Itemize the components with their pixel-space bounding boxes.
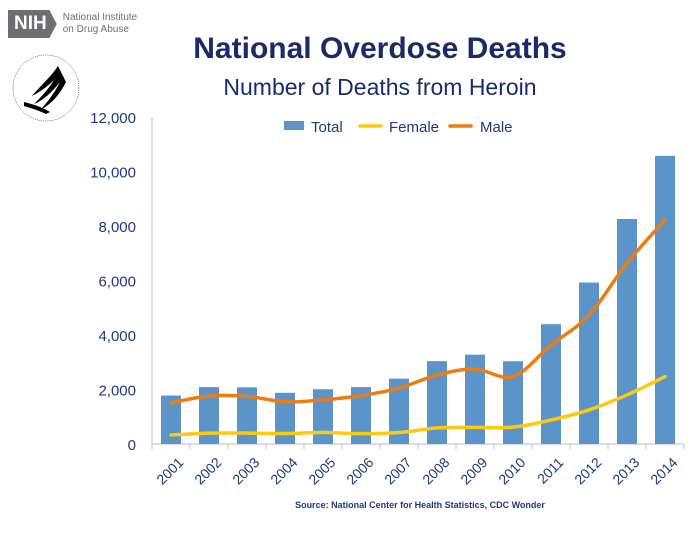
bar-total-2009 [465, 354, 485, 444]
x-tick-label: 2010 [495, 454, 528, 487]
nih-line2: on Drug Abuse [62, 24, 129, 35]
chart-title: National Overdose Deaths [193, 32, 567, 65]
x-tick-label: 2002 [191, 454, 224, 487]
y-tick-label: 4,000 [98, 328, 136, 345]
chart-subtitle: Number of Deaths from Heroin [223, 74, 537, 100]
legend-female-label: Female [389, 119, 439, 136]
y-tick-label: 12,000 [90, 110, 136, 127]
bar-total-2007 [389, 378, 409, 444]
nih-logo: NIH National Institute on Drug Abuse [8, 10, 137, 38]
y-tick-label: 8,000 [98, 219, 136, 236]
x-tick-label: 2013 [609, 454, 642, 487]
x-tick-label: 2001 [153, 454, 186, 487]
y-tick-label: 10,000 [90, 165, 136, 182]
bar-total-2006 [351, 387, 371, 444]
nih-badge: NIH [8, 10, 57, 38]
bar-total-2002 [199, 387, 219, 444]
legend-male-label: Male [480, 119, 513, 136]
x-tick-label: 2014 [647, 454, 680, 487]
nih-institute-name: National Institute on Drug Abuse [63, 12, 138, 36]
hhs-seal-icon [12, 54, 80, 122]
bar-total-2001 [161, 395, 181, 444]
bar-total-2008 [427, 361, 447, 444]
x-tick-label: 2012 [571, 454, 604, 487]
bar-total-2012 [579, 282, 599, 444]
bar-total-2004 [275, 392, 295, 444]
bar-total-2003 [237, 387, 257, 444]
x-tick-label: 2009 [457, 454, 490, 487]
x-tick-label: 2003 [229, 454, 262, 487]
bar-total-2011 [541, 324, 561, 444]
x-tick-label: 2011 [534, 454, 567, 487]
y-tick-label: 2,000 [98, 383, 136, 400]
x-tick-label: 2007 [381, 454, 414, 487]
source-note: Source: National Center for Health Stati… [295, 500, 545, 510]
legend-total-swatch [284, 121, 304, 130]
bar-total-2005 [313, 389, 333, 444]
bar-total-2014 [655, 155, 675, 444]
x-tick-label: 2008 [419, 454, 452, 487]
x-tick-label: 2004 [267, 454, 300, 487]
y-tick-label: 6,000 [98, 274, 136, 291]
bar-total-2013 [617, 218, 637, 444]
nih-line1: National Institute [62, 12, 138, 23]
y-tick-label: 0 [128, 437, 136, 454]
line-female [169, 374, 667, 437]
legend-total-label: Total [311, 119, 343, 136]
x-tick-label: 2006 [343, 454, 376, 487]
bar-total-2010 [503, 361, 523, 444]
x-tick-label: 2005 [305, 454, 338, 487]
